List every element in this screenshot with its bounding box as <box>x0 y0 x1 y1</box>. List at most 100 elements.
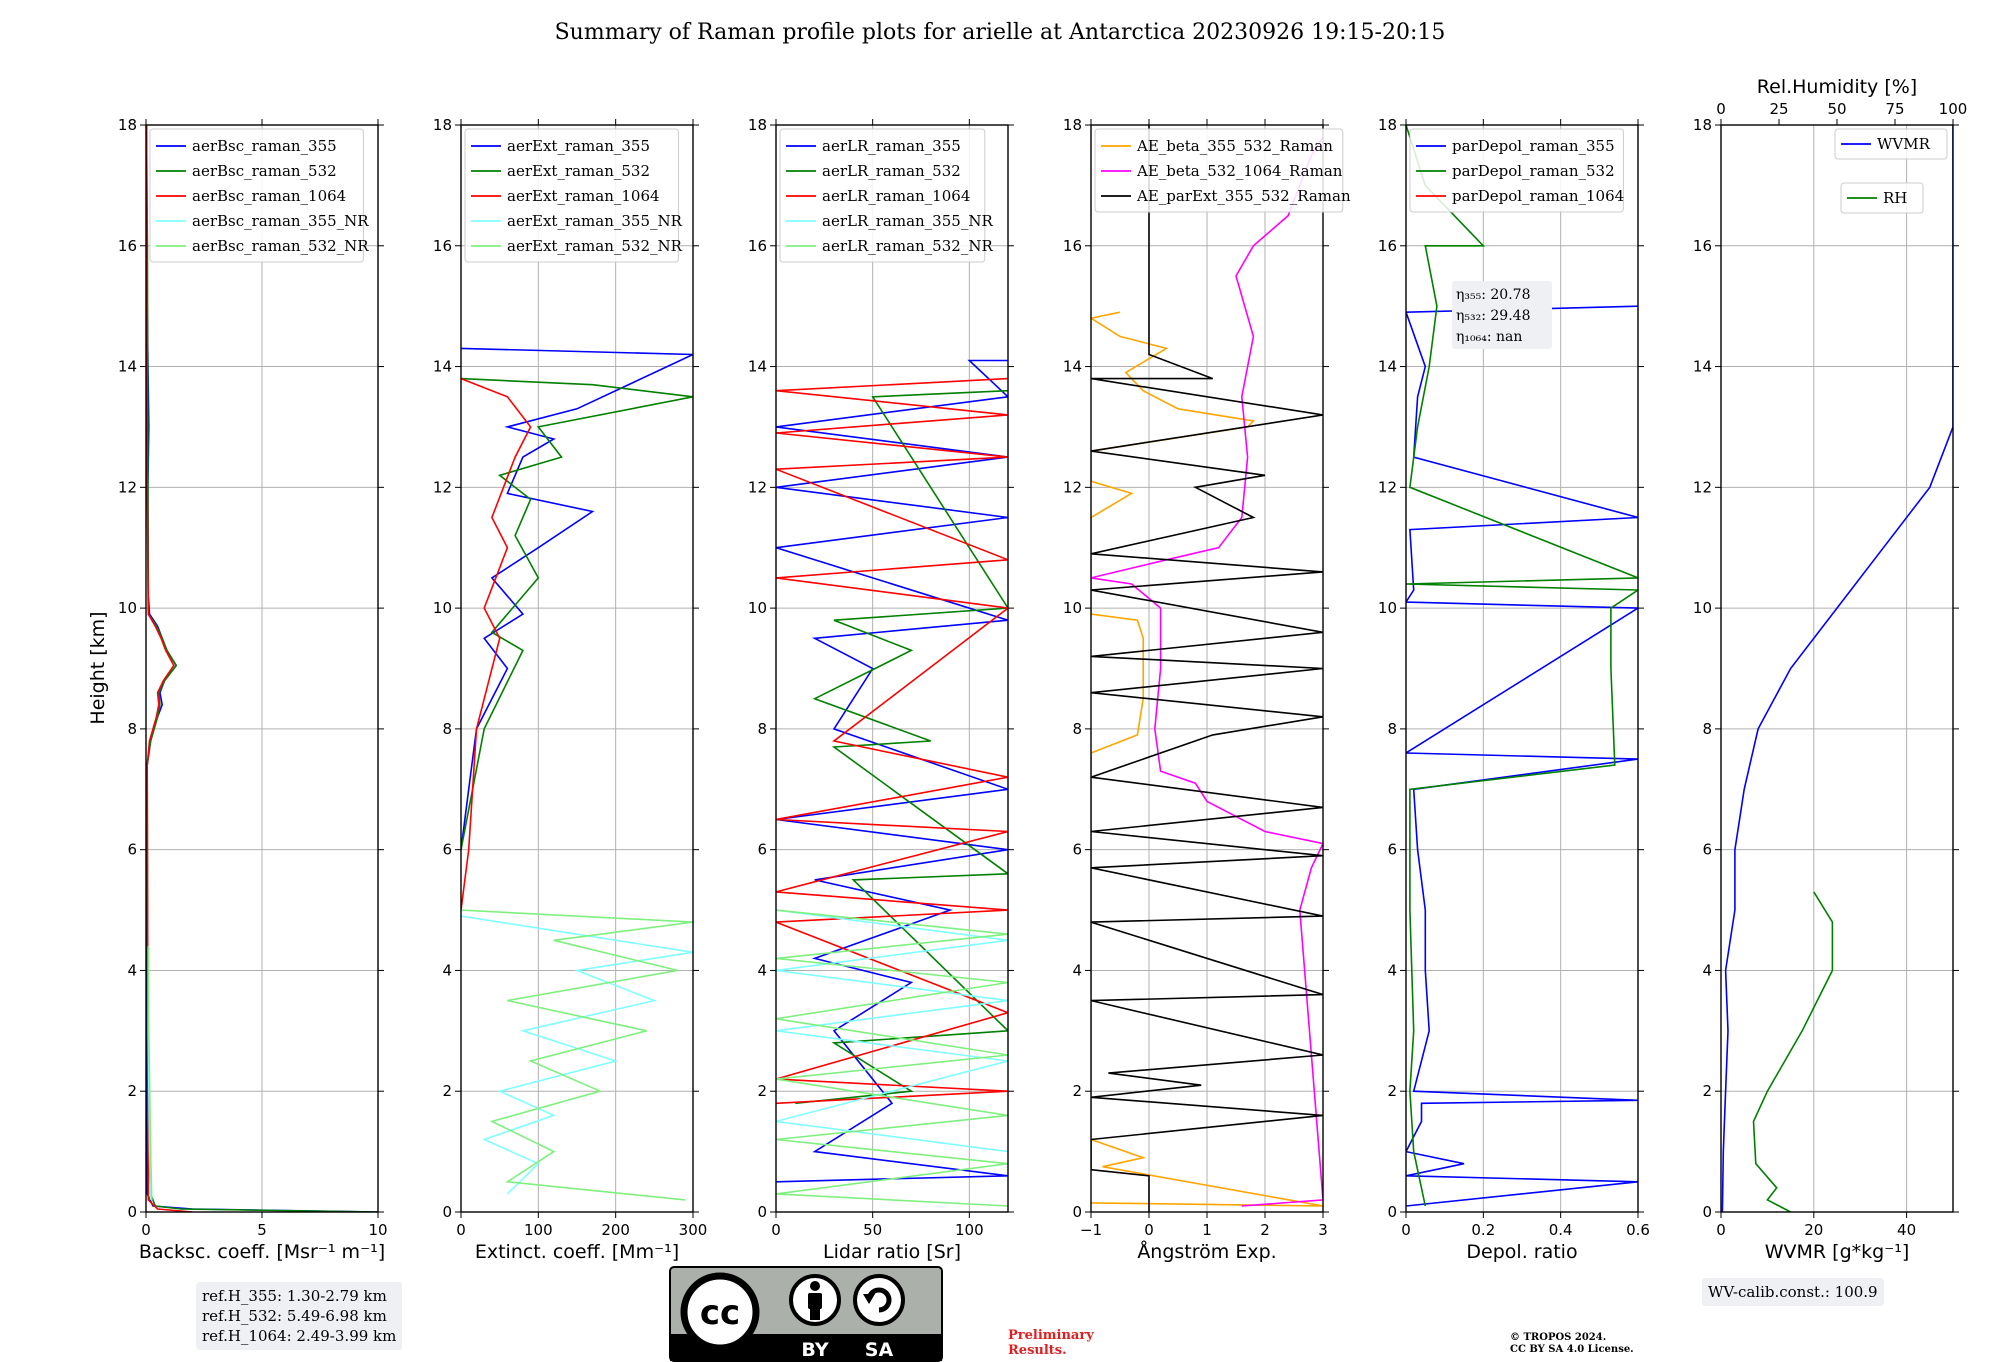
series-aerExt_raman_532 <box>461 377 693 850</box>
y-tick-label: 16 <box>433 237 452 255</box>
x-tick-label: −1 <box>1080 1221 1102 1239</box>
legend-label: aerLR_raman_355_NR <box>822 212 993 230</box>
series-aerLR_raman_1064 <box>776 377 1008 1105</box>
annotation-box <box>1452 281 1552 349</box>
legend: aerExt_raman_355 aerExt_raman_532 aerExt_r… <box>464 128 683 263</box>
axes-frame <box>1720 124 1954 1213</box>
y-tick-label: 8 <box>1702 720 1712 738</box>
legend: WVMR RH <box>1834 128 1948 214</box>
y-tick-label: 12 <box>118 478 137 496</box>
legend-label: aerLR_raman_355 <box>822 137 961 155</box>
y-tick-label: 6 <box>1072 841 1082 859</box>
y-tick-label: 12 <box>748 478 767 496</box>
legend-label: aerExt_raman_355 <box>507 137 650 155</box>
legend-label: AE_parExt_355_532_Raman <box>1136 187 1351 205</box>
legend-box <box>1834 128 1948 160</box>
x-tick-label: 300 <box>679 1221 708 1239</box>
legend-label: parDepol_raman_355 <box>1452 137 1615 155</box>
person-icon <box>789 1274 841 1326</box>
x-tick-label: 0 <box>1144 1221 1154 1239</box>
y-tick-label: 2 <box>1387 1082 1397 1100</box>
axes-frame <box>460 124 694 1213</box>
y-tick-label: 18 <box>1063 116 1082 134</box>
series-group <box>1091 125 1323 1212</box>
y-axis-label: Height [km] <box>87 611 109 724</box>
x-tick-label: 0 <box>141 1221 151 1239</box>
annotation-line: η₁₀₆₄: nan <box>1456 329 1522 345</box>
y-tick-label: 0 <box>442 1203 452 1221</box>
x-tick-label: 0.4 <box>1549 1221 1573 1239</box>
legend-box <box>464 128 679 263</box>
legend-label: aerExt_raman_355_NR <box>507 212 683 230</box>
wv-calibration-box: WV-calib.const.: 100.9 <box>1702 1278 1884 1306</box>
series-AE_beta_355_532_Raman <box>1091 311 1323 1207</box>
series-group <box>1721 125 1953 1212</box>
y-tick-label: 10 <box>1693 599 1712 617</box>
y-tick-label: 0 <box>757 1203 767 1221</box>
y-tick-label: 10 <box>118 599 137 617</box>
legend: parDepol_raman_355 parDepol_raman_532 parD… <box>1409 128 1624 213</box>
ref-height-532: ref.H_532: 5.49-6.98 km <box>202 1307 387 1325</box>
legend-label: aerLR_raman_1064 <box>822 187 970 205</box>
x-tick-label: 100 <box>955 1221 984 1239</box>
y-tick-label: 6 <box>442 841 452 859</box>
y-tick-label: 16 <box>1378 237 1397 255</box>
y-tick-label: 2 <box>1072 1082 1082 1100</box>
legend-label: AE_beta_355_532_Raman <box>1136 137 1333 155</box>
preliminary-results-note: Preliminary Results. <box>1008 1328 1094 1358</box>
x-axis-label: Extinct. coeff. [Mm⁻¹] <box>475 1241 679 1263</box>
legend: aerLR_raman_355 aerLR_raman_532 aerLR_rama… <box>779 128 993 263</box>
x-tick-label: 0.6 <box>1626 1221 1650 1239</box>
legend-label: AE_beta_532_1064_Raman <box>1136 162 1343 180</box>
x2-tick-label: 100 <box>1939 100 1968 118</box>
y-tick-label: 6 <box>1387 841 1397 859</box>
y-tick-label: 14 <box>748 358 767 376</box>
series-group <box>146 125 378 1212</box>
reference-height-box: ref.H_355: 1.30-2.79 km ref.H_532: 5.49-… <box>196 1282 403 1350</box>
y-tick-label: 10 <box>1378 599 1397 617</box>
y-tick-label: 10 <box>433 599 452 617</box>
x-tick-label: 1 <box>1202 1221 1212 1239</box>
series-AE_parExt_355_532_Raman <box>1091 125 1323 1212</box>
series-aerExt_raman_355_NR <box>461 915 693 1195</box>
y-tick-label: 8 <box>442 720 452 738</box>
panel-1: 0 5 10 0 2 4 6 8 10 12 14 16 18 Backsc. coeff. [Msr⁻¹… <box>118 116 388 1263</box>
y-tick-label: 2 <box>442 1082 452 1100</box>
y-tick-label: 18 <box>118 116 137 134</box>
y-tick-label: 14 <box>1693 358 1712 376</box>
y-tick-label: 4 <box>1072 961 1082 979</box>
wv-calibration-text: WV-calib.const.: 100.9 <box>1708 1283 1878 1301</box>
y-tick-label: 6 <box>757 841 767 859</box>
y-tick-label: 12 <box>1378 478 1397 496</box>
legend-box <box>1409 128 1624 213</box>
sharealike-icon <box>853 1274 905 1326</box>
legend-box <box>1094 128 1344 213</box>
panel-6: 0 20 40 0 2 4 6 8 10 12 14 16 18 WVMR [g*kg⁻¹] 0 25 50 75… <box>1693 76 1967 1263</box>
legend-box <box>1840 182 1924 214</box>
x-tick-label: 40 <box>1897 1221 1916 1239</box>
y-tick-label: 10 <box>1063 599 1082 617</box>
x-tick-label: 200 <box>601 1221 630 1239</box>
cc-by-sa-license-badge: cc BY SA <box>669 1266 943 1362</box>
legend-box <box>779 128 986 263</box>
legend-box <box>149 128 364 263</box>
series-aerExt_raman_355 <box>461 347 693 850</box>
y-tick-label: 12 <box>1693 478 1712 496</box>
series-parDepol_raman_532 <box>1406 125 1638 1207</box>
legend-label: aerLR_raman_532 <box>822 162 961 180</box>
y-tick-label: 12 <box>1063 478 1082 496</box>
legend-label: aerExt_raman_532 <box>507 162 650 180</box>
x-tick-label: 0 <box>1716 1221 1726 1239</box>
series-parDepol_raman_355 <box>1406 305 1638 1207</box>
y-tick-label: 16 <box>1063 237 1082 255</box>
series-group <box>1406 125 1638 1207</box>
legend-label: parDepol_raman_532 <box>1452 162 1615 180</box>
x2-tick-label: 50 <box>1827 100 1846 118</box>
svg-text:cc: cc <box>700 1293 740 1333</box>
legend-label: aerExt_raman_1064 <box>507 187 660 205</box>
y-tick-label: 14 <box>1378 358 1397 376</box>
y-tick-label: 18 <box>1378 116 1397 134</box>
y-tick-label: 18 <box>1693 116 1712 134</box>
legend-label: aerLR_raman_532_NR <box>822 237 993 255</box>
by-label: BY <box>801 1339 828 1361</box>
